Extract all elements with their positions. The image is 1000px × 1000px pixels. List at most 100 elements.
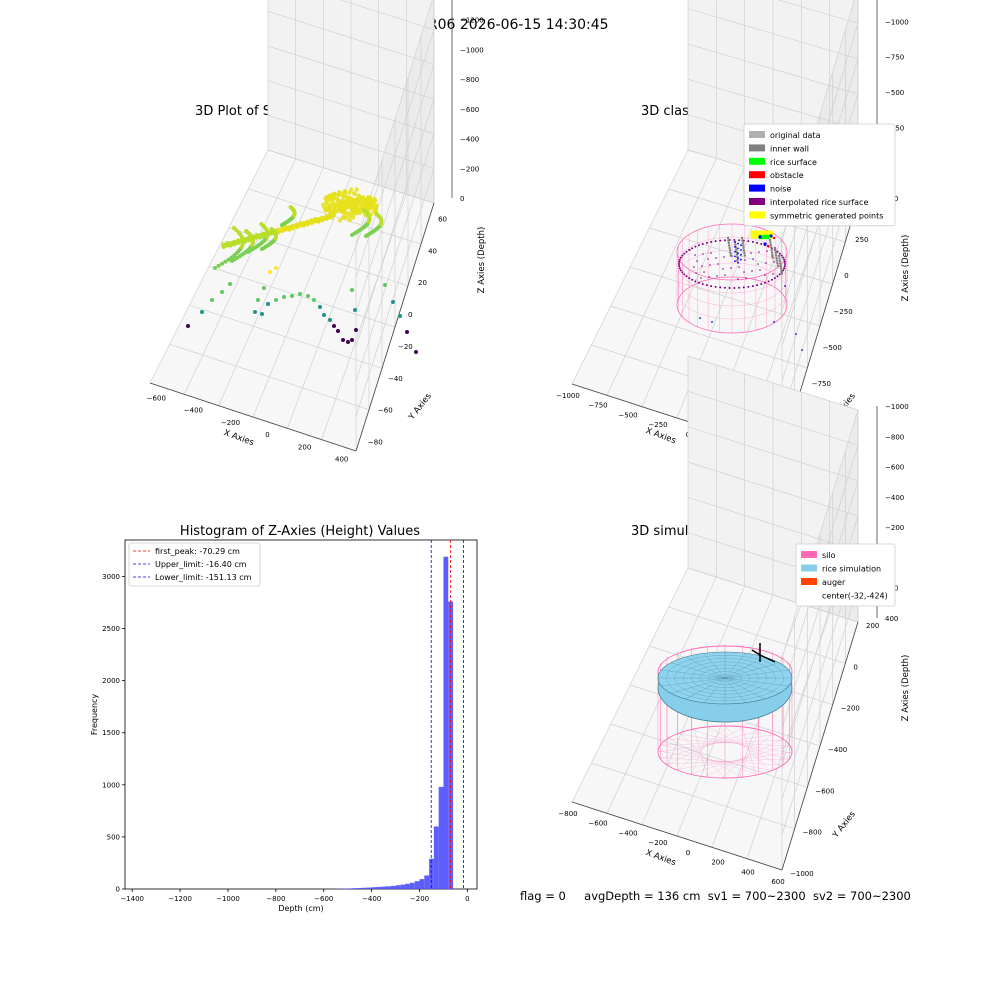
classify-point-interp bbox=[714, 240, 717, 243]
sim-silo-floor-wire bbox=[693, 728, 708, 778]
classify-point-interp bbox=[783, 258, 786, 261]
hist-x-tick-label: −1200 bbox=[168, 895, 192, 903]
status-avg-depth: avgDepth = 136 cm bbox=[584, 889, 701, 903]
raw-point bbox=[294, 223, 299, 228]
classify-point-wall bbox=[779, 267, 783, 270]
hist-bar bbox=[419, 879, 425, 889]
hist-bar bbox=[347, 888, 353, 889]
raw-point bbox=[229, 255, 234, 260]
classify-x-tick-label: −500 bbox=[618, 411, 637, 419]
raw-point bbox=[350, 338, 354, 342]
hist-bar bbox=[357, 887, 363, 889]
classify-point-interp bbox=[705, 284, 708, 287]
classify-point-interp bbox=[701, 242, 704, 245]
sim-rice-mesh bbox=[724, 677, 765, 700]
raw-point bbox=[221, 243, 226, 248]
classify-point-interp bbox=[681, 254, 684, 257]
sim-silo-floor-wire bbox=[704, 738, 784, 777]
classify-point-interp bbox=[689, 249, 691, 251]
classify-point-interp bbox=[745, 277, 747, 279]
raw-point bbox=[353, 308, 357, 312]
raw-point bbox=[223, 259, 228, 264]
classify-point-interp bbox=[747, 240, 750, 243]
classify-y-tick-label: −750 bbox=[812, 380, 831, 388]
classify-point-sym bbox=[759, 230, 763, 234]
raw-point bbox=[210, 298, 214, 302]
classify-point-interp bbox=[767, 280, 770, 283]
classify-legend-label: inner wall bbox=[770, 144, 809, 153]
sim-silo-floor-wire bbox=[658, 750, 773, 771]
raw-point bbox=[320, 202, 326, 207]
sim-gridline bbox=[687, 390, 859, 446]
classify-point-interp bbox=[778, 252, 781, 255]
raw-points bbox=[186, 187, 418, 354]
classify-point-wall bbox=[768, 238, 772, 242]
sim-silo-floor-wire bbox=[657, 734, 775, 753]
classify-legend-label: symmetric generated points bbox=[770, 211, 883, 220]
classify-point-noise bbox=[758, 235, 762, 239]
raw-gridline bbox=[339, 0, 435, 31]
raw-point bbox=[352, 191, 357, 197]
classify-point-rice bbox=[766, 234, 770, 238]
classify-point-interp bbox=[784, 263, 786, 265]
sim-z-tick-label: −800 bbox=[885, 433, 904, 441]
classify-x-tick-label: −750 bbox=[588, 402, 607, 410]
raw-point bbox=[259, 222, 264, 226]
hist-bar bbox=[366, 887, 372, 889]
sim-legend-label: silo bbox=[822, 551, 836, 560]
sim-rice-mesh bbox=[724, 669, 789, 679]
hist-bar bbox=[362, 887, 367, 889]
raw-point bbox=[322, 313, 326, 317]
sim-ticks: −800 −600 −400 −200 0 200 400 600 −1000 −800 −600 −… bbox=[558, 403, 911, 886]
classify-point-rice bbox=[762, 234, 766, 238]
classify-point-noise bbox=[711, 321, 713, 323]
classify-point-interp bbox=[683, 273, 686, 276]
classify-point-interp bbox=[742, 286, 745, 289]
classify-point-interp bbox=[710, 252, 712, 254]
raw-point bbox=[354, 328, 358, 332]
sim-z-tick-label: −200 bbox=[885, 524, 904, 532]
classify-point-interp bbox=[738, 286, 741, 289]
hist-bar bbox=[414, 881, 420, 889]
raw-point bbox=[290, 294, 294, 298]
raw-point bbox=[352, 211, 358, 216]
raw-point bbox=[312, 219, 317, 224]
sim-rice-mesh bbox=[724, 656, 765, 679]
classify-point-interp bbox=[783, 265, 786, 268]
classify-point-wall bbox=[729, 254, 732, 257]
raw-point bbox=[338, 191, 344, 196]
hist-bar bbox=[390, 885, 396, 889]
classify-points bbox=[678, 230, 803, 351]
raw-y-axis-line bbox=[355, 202, 435, 452]
classify-point-interp bbox=[773, 277, 776, 280]
sim-rice-mesh bbox=[724, 653, 746, 679]
classify-x-tick-label: −250 bbox=[648, 421, 667, 429]
classify-point-sym bbox=[757, 230, 761, 234]
classify-point-wall bbox=[779, 264, 782, 268]
sim-y-tick-label: −400 bbox=[828, 746, 847, 754]
sim-x-tick-label: 200 bbox=[711, 859, 724, 867]
raw-point bbox=[340, 208, 345, 214]
classify-point-interp bbox=[783, 267, 786, 270]
raw-point bbox=[383, 283, 387, 287]
raw-z-tick-label: −1000 bbox=[460, 46, 484, 54]
classify-point-interp bbox=[752, 258, 754, 260]
classify-point-interp bbox=[780, 254, 783, 257]
hist-bar bbox=[409, 882, 415, 889]
sim-auger-arm bbox=[751, 649, 761, 656]
classify-point-interp bbox=[730, 267, 732, 269]
raw-point bbox=[350, 288, 354, 292]
hist-legend-label: first_peak: -70.29 cm bbox=[155, 547, 240, 556]
classify-point-wall bbox=[771, 256, 774, 259]
sim-rice-mesh bbox=[704, 653, 726, 679]
raw-z-tick-label: 0 bbox=[460, 195, 464, 203]
raw-point bbox=[219, 261, 224, 266]
classify-point-interp bbox=[703, 271, 705, 273]
classify-point-interp bbox=[738, 266, 740, 268]
raw-point bbox=[332, 209, 337, 214]
classify-point-noise bbox=[740, 244, 742, 247]
raw-point bbox=[346, 195, 352, 200]
hist-y-axis-label: Frequency bbox=[90, 694, 99, 736]
raw-z-axis-label: Z Axies (Depth) bbox=[477, 227, 487, 294]
